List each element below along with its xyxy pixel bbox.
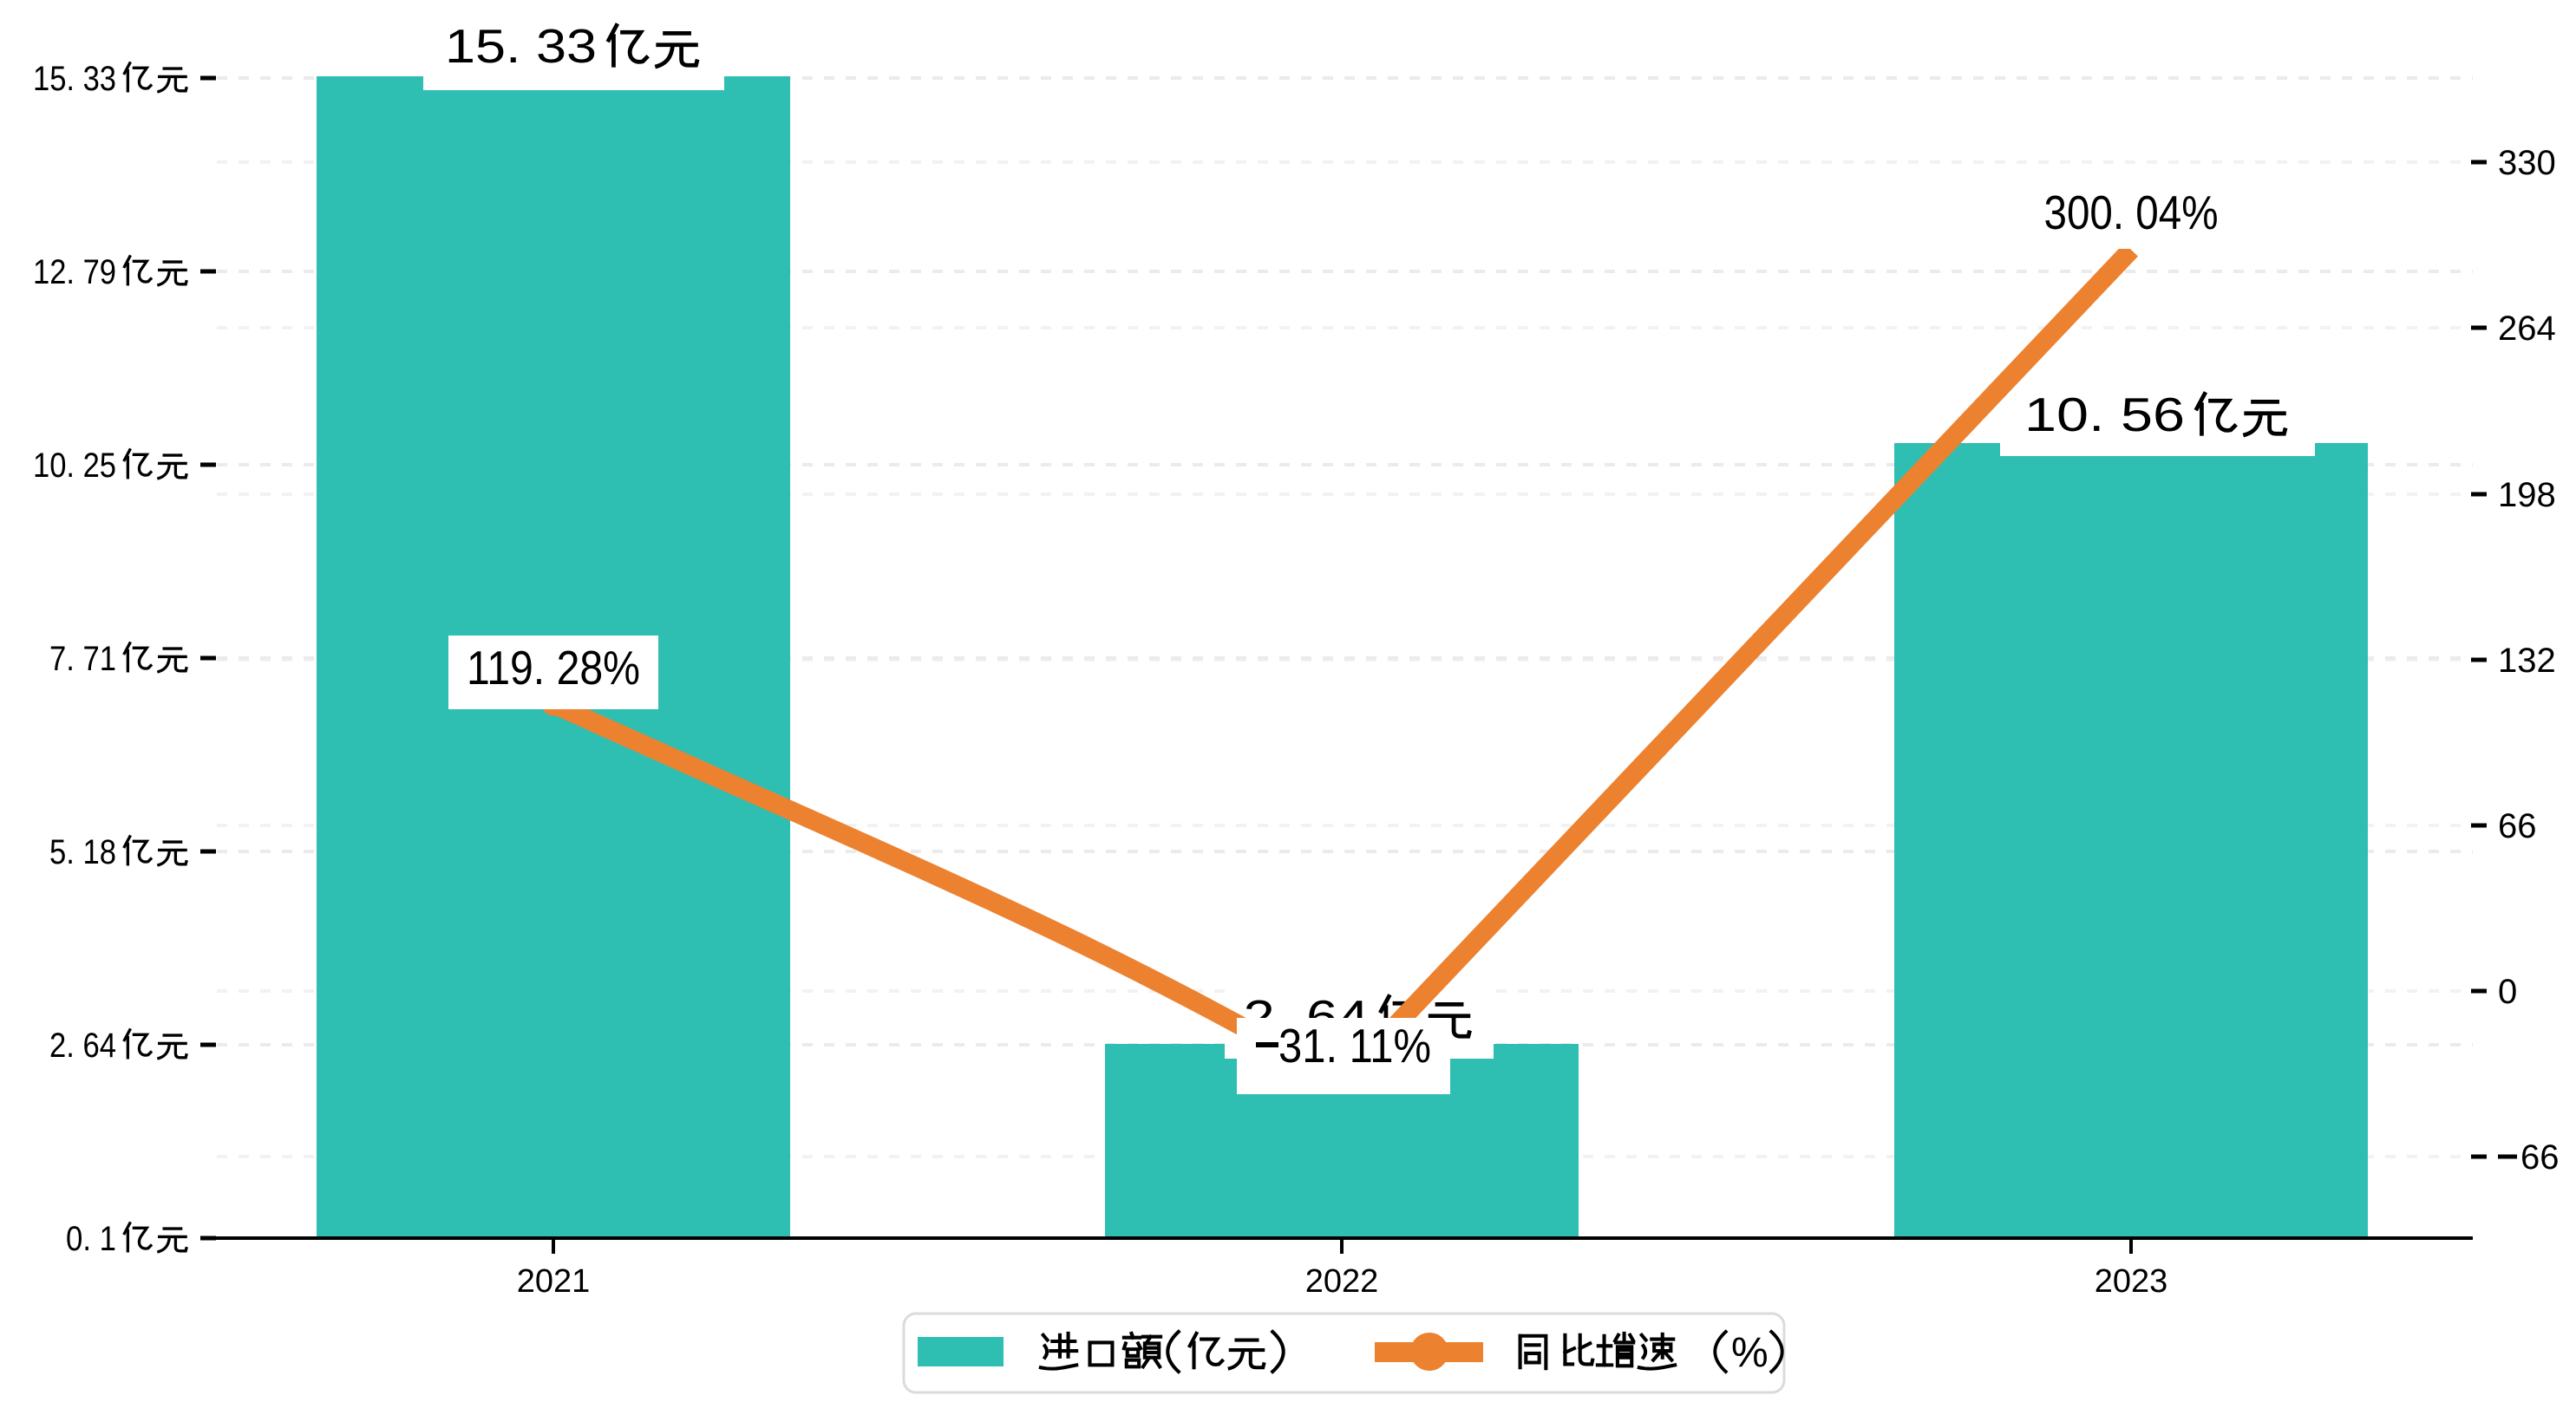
svg-text:31. 11%: 31. 11% xyxy=(1278,1019,1431,1073)
svg-text:10. 56: 10. 56 xyxy=(2024,388,2185,441)
svg-text:330: 330 xyxy=(2498,144,2556,182)
svg-text:2023: 2023 xyxy=(2095,1263,2168,1300)
svg-text:10. 25: 10. 25 xyxy=(33,447,116,485)
svg-text:0. 1: 0. 1 xyxy=(66,1220,116,1258)
svg-text:%: % xyxy=(1731,1330,1769,1376)
svg-text:15. 33: 15. 33 xyxy=(445,19,597,73)
svg-text:7. 71: 7. 71 xyxy=(49,640,116,678)
svg-text:132: 132 xyxy=(2498,642,2556,680)
svg-text:2. 64: 2. 64 xyxy=(49,1027,116,1065)
svg-text:2022: 2022 xyxy=(1305,1263,1379,1300)
svg-text:264: 264 xyxy=(2498,310,2556,348)
svg-text:119. 28%: 119. 28% xyxy=(467,641,640,694)
svg-text:12. 79: 12. 79 xyxy=(33,253,116,291)
svg-text:5. 18: 5. 18 xyxy=(49,833,116,871)
svg-text:66: 66 xyxy=(2498,807,2537,845)
svg-text:15. 33: 15. 33 xyxy=(33,60,116,98)
svg-text:2021: 2021 xyxy=(517,1263,591,1300)
svg-text:66: 66 xyxy=(2520,1138,2560,1177)
svg-text:0: 0 xyxy=(2498,973,2517,1011)
svg-text:300. 04%: 300. 04% xyxy=(2044,186,2219,239)
svg-text:198: 198 xyxy=(2498,476,2556,514)
